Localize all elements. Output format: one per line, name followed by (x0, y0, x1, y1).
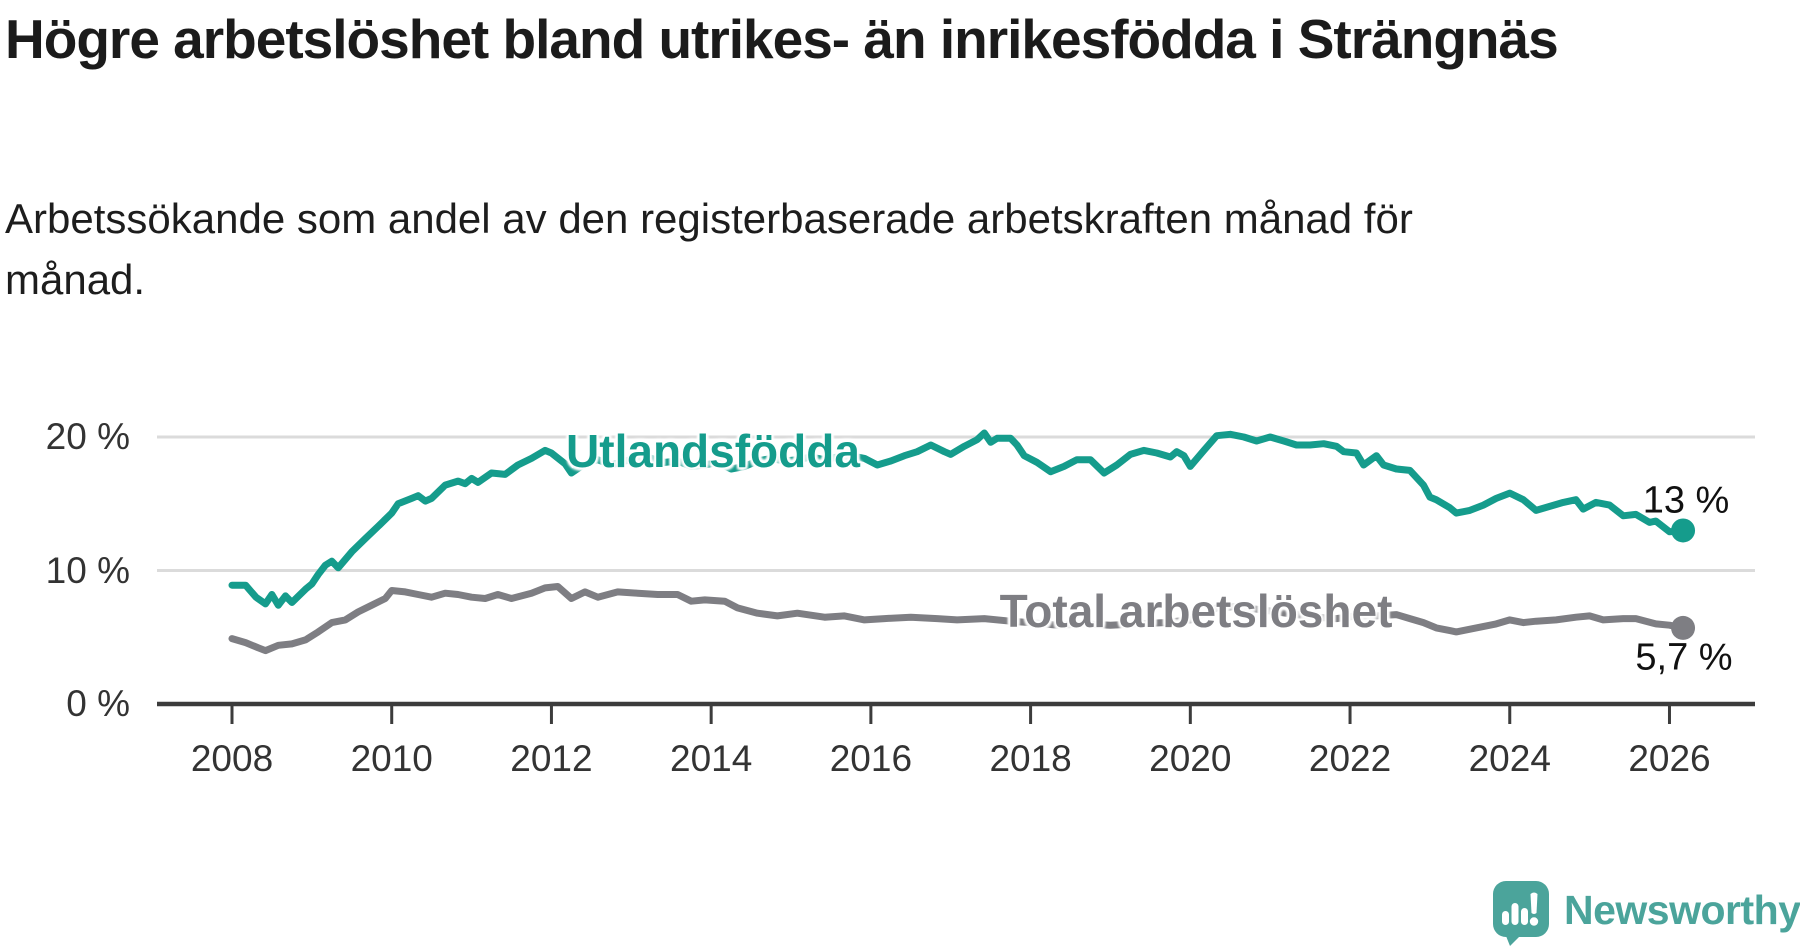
series-label-utlandsf-dda: Utlandsfödda (566, 425, 860, 477)
end-value-utlandsf-dda: 13 % (1642, 479, 1730, 522)
x-axis-tick-label-2008: 2008 (190, 738, 274, 779)
page-title: Högre arbetslöshet bland utrikes- än inr… (5, 8, 1559, 70)
x-axis-tick-label-2024: 2024 (1468, 738, 1551, 779)
line-utlandsf-dda (228, 429, 1687, 609)
line-total-arbetsl-shet (228, 583, 1687, 655)
x-axis-tick-label-2010: 2010 (350, 738, 433, 779)
logo-bar-1 (1502, 911, 1509, 925)
x-axis-tick-label-2026: 2026 (1628, 738, 1711, 779)
x-axis-tick-label-2022: 2022 (1308, 738, 1392, 779)
x-axis-tick-label-2012: 2012 (510, 738, 593, 779)
logo-exclamation-dot (1529, 917, 1539, 926)
end-dot-total-arbetsl-shet (1671, 615, 1696, 640)
y-axis-tick-label-0: 0 % (66, 683, 130, 724)
brand-name: Newsworthy (1564, 886, 1800, 933)
newsworthy-logo-icon (1493, 881, 1549, 946)
x-axis-tick-label-2018: 2018 (989, 738, 1072, 779)
newsworthy-brand: Newsworthy (1490, 880, 1800, 948)
end-value-total-arbetsl-shet: 5,7 % (1635, 636, 1733, 679)
page-subtitle: Arbetssökande som andel av den registerb… (5, 195, 1413, 304)
x-axis-tick-label-2014: 2014 (670, 738, 753, 779)
logo-bar-2 (1511, 903, 1519, 925)
series-label-total-arbetsl-shet: Total arbetslöshet (999, 585, 1393, 637)
y-axis-tick-label-20: 20 % (45, 416, 130, 457)
x-axis-tick-label-2016: 2016 (829, 738, 913, 779)
y-axis-tick-label-10: 10 % (45, 549, 130, 591)
end-dot-utlandsf-dda (1671, 518, 1696, 543)
x-axis-tick-label-2020: 2020 (1149, 738, 1232, 779)
logo-exclamation-stem (1530, 892, 1538, 914)
logo-bar-3 (1521, 908, 1528, 925)
